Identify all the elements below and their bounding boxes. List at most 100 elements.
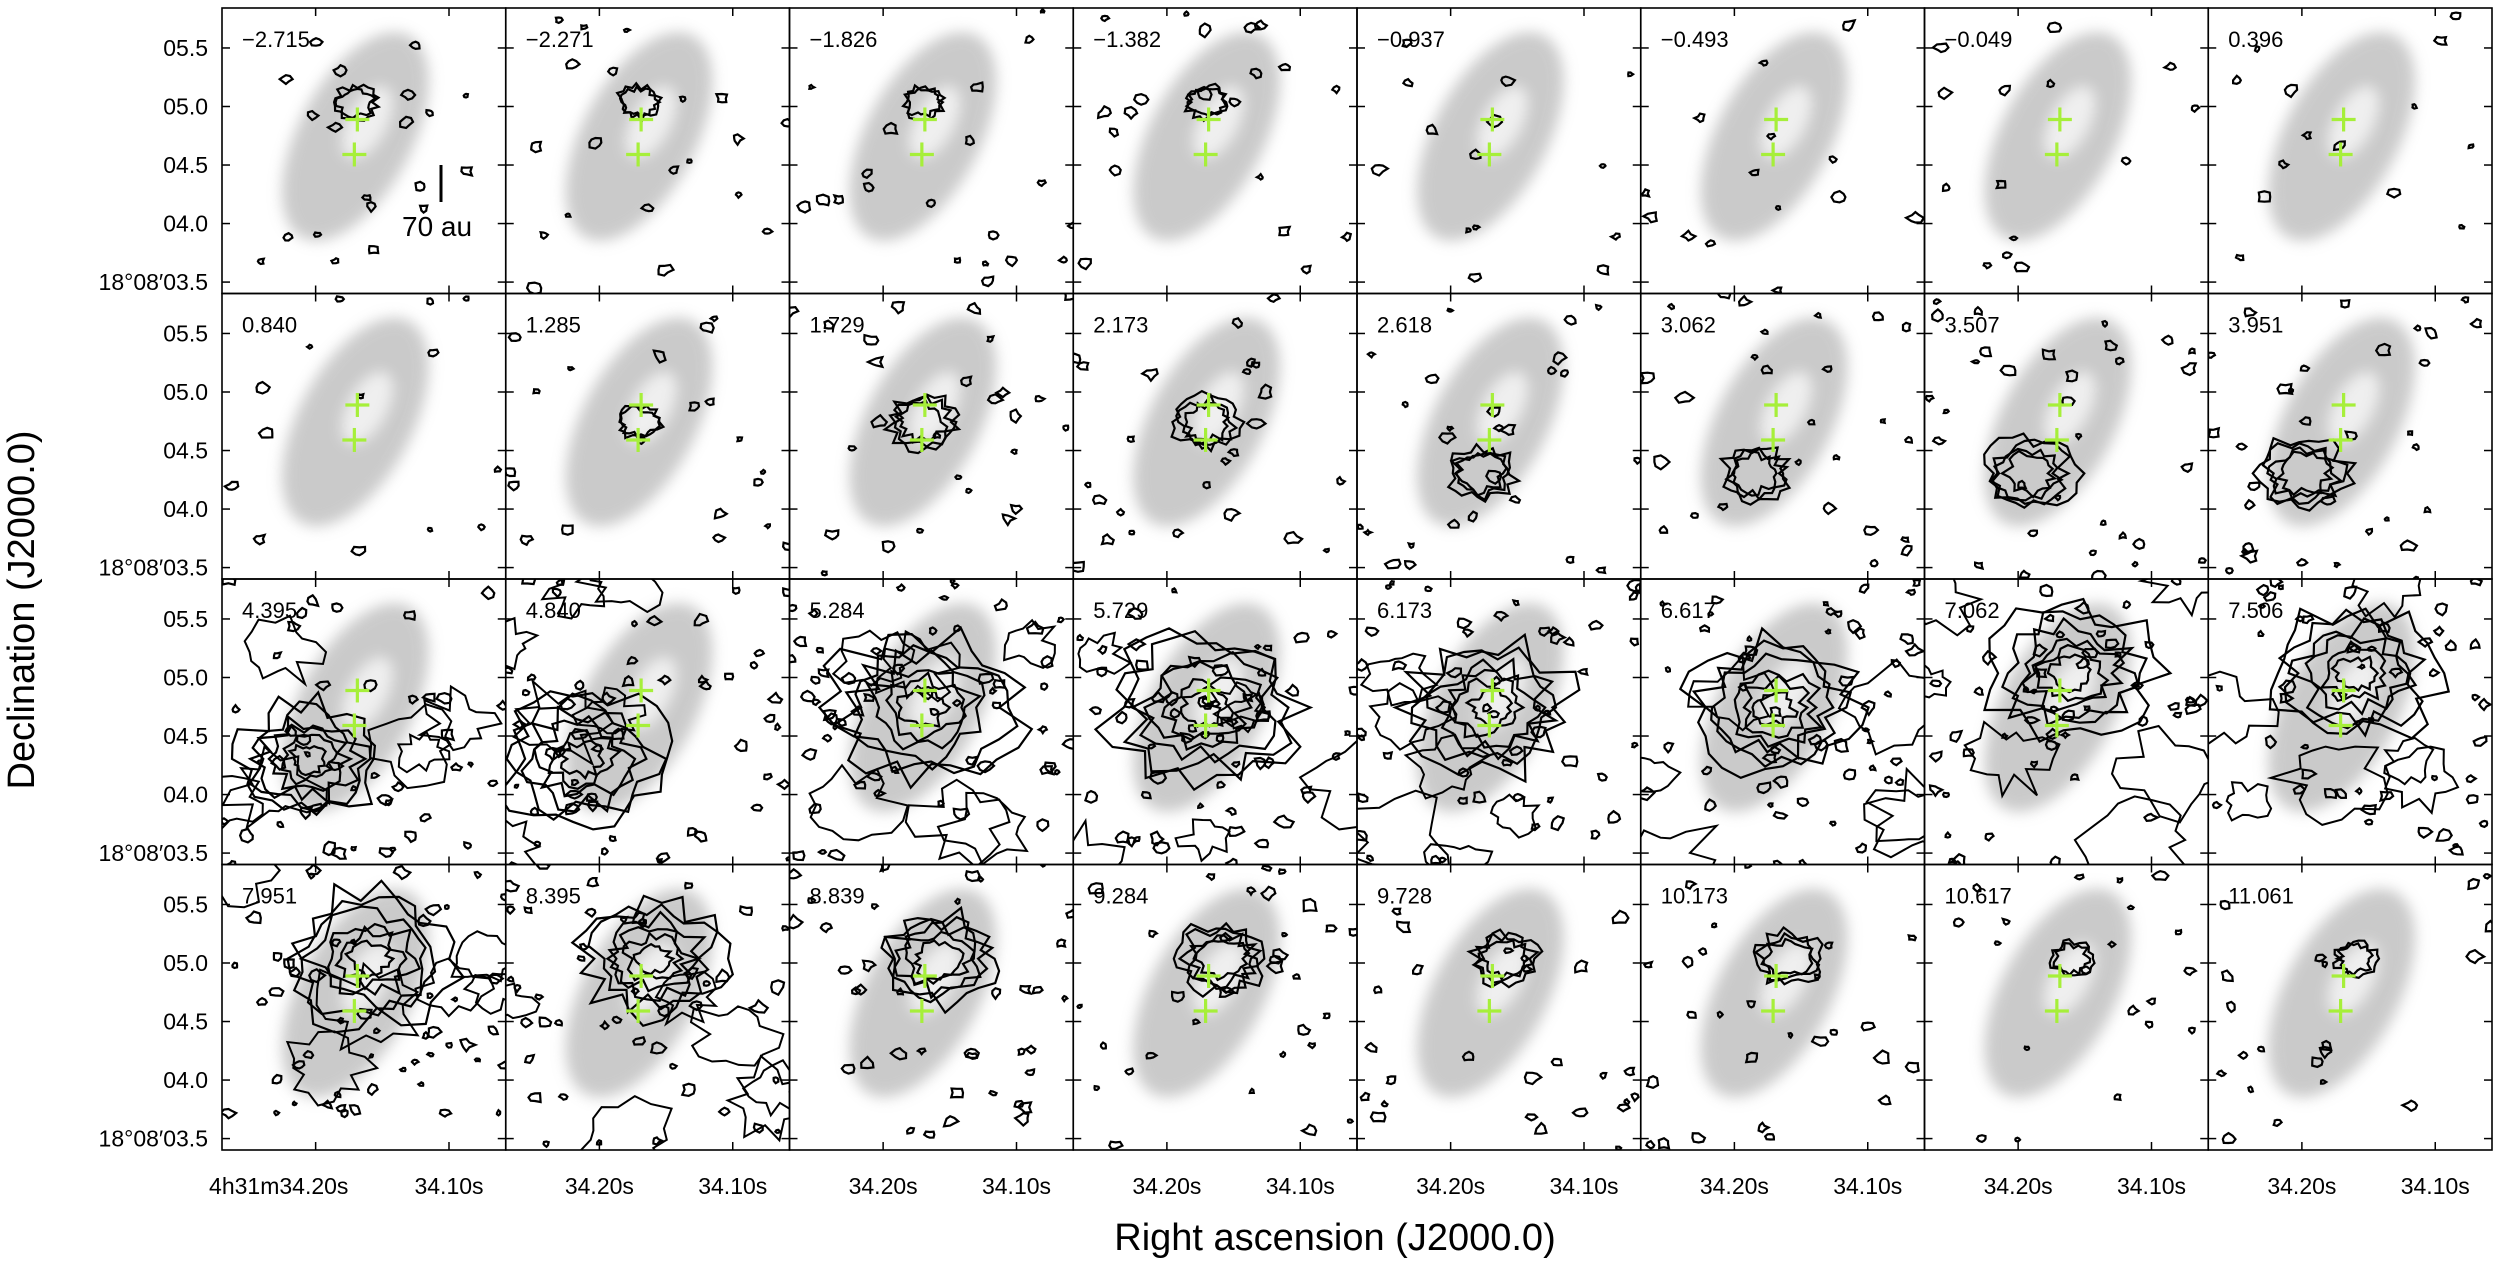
noise-contour — [2411, 443, 2420, 452]
noise-contour — [1108, 1140, 1124, 1150]
noise-contour — [1482, 702, 1493, 713]
noise-contour — [2269, 579, 2284, 589]
noise-contour — [711, 533, 727, 544]
noise-contour — [2444, 639, 2457, 652]
star-position-cross — [912, 678, 937, 703]
noise-contour — [862, 692, 876, 703]
noise-contour — [1009, 408, 1023, 425]
noise-contour — [837, 965, 853, 975]
noise-contour — [462, 92, 470, 99]
noise-contour — [1903, 210, 1925, 224]
noise-contour — [1096, 644, 1108, 656]
noise-contour — [1224, 857, 1238, 865]
noise-contour — [1401, 400, 1409, 409]
noise-contour — [1202, 480, 1212, 490]
noise-contour — [2185, 695, 2197, 707]
noise-contour — [350, 845, 358, 852]
noise-contour — [418, 204, 429, 215]
noise-contour — [350, 545, 367, 557]
noise-contour — [2378, 790, 2395, 803]
noise-contour — [586, 877, 600, 888]
noise-contour — [1364, 1041, 1378, 1054]
noise-contour — [390, 781, 405, 793]
noise-contour — [1115, 507, 1126, 517]
noise-contour — [2460, 296, 2470, 304]
noise-contour — [1590, 829, 1601, 840]
noise-contour — [929, 707, 940, 717]
emission-contour — [287, 743, 327, 777]
star-position-cross — [1196, 107, 1221, 132]
noise-contour — [1277, 868, 1287, 876]
extended-contour — [396, 729, 451, 774]
noise-contour — [283, 958, 295, 970]
noise-contour — [2061, 709, 2076, 722]
noise-contour — [2339, 298, 2351, 309]
noise-contour — [2029, 760, 2039, 769]
extended-contour — [450, 930, 506, 983]
noise-contour — [2465, 948, 2487, 965]
noise-contour — [986, 334, 996, 343]
noise-contour — [1904, 642, 1925, 657]
noise-contour — [519, 534, 535, 547]
emission-contour — [2304, 634, 2412, 716]
noise-contour — [1640, 211, 1659, 224]
noise-contour — [1563, 314, 1577, 326]
noise-contour — [2343, 430, 2358, 441]
noise-contour — [1716, 1010, 1725, 1020]
emission-contour — [1733, 669, 1824, 749]
extended-contour — [1863, 766, 1925, 859]
noise-contour — [1950, 852, 1966, 865]
extended-contour — [1003, 618, 1057, 670]
noise-contour — [1096, 666, 1108, 678]
noise-contour — [1573, 959, 1589, 974]
noise-contour — [2069, 773, 2080, 781]
noise-contour — [2407, 430, 2414, 437]
noise-contour — [723, 672, 735, 681]
star-position-cross — [1480, 392, 1505, 417]
star-position-cross — [2331, 678, 2356, 703]
noise-contour — [2174, 928, 2183, 936]
noise-contour — [1038, 864, 1047, 868]
noise-contour — [440, 728, 456, 742]
noise-contour — [1034, 394, 1047, 403]
dec-tick-label: 05.0 — [163, 379, 208, 405]
noise-contour — [1385, 1075, 1397, 1086]
noise-contour — [807, 607, 819, 619]
star-position-cross — [2044, 427, 2069, 452]
noise-contour — [1087, 882, 1104, 895]
star-position-cross — [1480, 678, 1505, 703]
noise-contour — [367, 1053, 375, 1059]
noise-contour — [480, 585, 496, 601]
noise-contour — [505, 467, 517, 478]
noise-contour — [273, 1109, 281, 1117]
emission-contour — [2275, 450, 2335, 497]
noise-contour — [1009, 503, 1024, 516]
noise-contour — [1300, 264, 1313, 275]
noise-contour — [2211, 800, 2223, 810]
noise-contour — [966, 301, 982, 316]
noise-contour — [1944, 830, 1952, 839]
channel-panel: 3.951 — [2207, 292, 2493, 580]
noise-contour — [360, 194, 372, 202]
noise-contour — [1401, 77, 1414, 88]
noise-contour — [1533, 1121, 1548, 1135]
noise-contour — [992, 678, 1007, 689]
star-position-cross — [2044, 142, 2069, 167]
emission-contour — [2251, 436, 2358, 512]
noise-contour — [1061, 994, 1069, 1004]
noise-contour — [2301, 614, 2315, 625]
noise-contour — [257, 426, 274, 439]
noise-contour — [599, 1019, 610, 1031]
noise-contour — [1124, 1067, 1135, 1076]
noise-contour — [450, 996, 459, 1003]
noise-contour — [2471, 693, 2481, 702]
emission-contour — [902, 85, 945, 119]
emission-contour — [844, 648, 986, 771]
noise-contour — [2363, 818, 2374, 826]
emission-contour — [2048, 937, 2096, 977]
noise-contour — [493, 465, 503, 473]
channel-velocity-label: 1.729 — [810, 313, 865, 338]
noise-contour — [1152, 841, 1171, 855]
noise-contour — [816, 848, 828, 855]
